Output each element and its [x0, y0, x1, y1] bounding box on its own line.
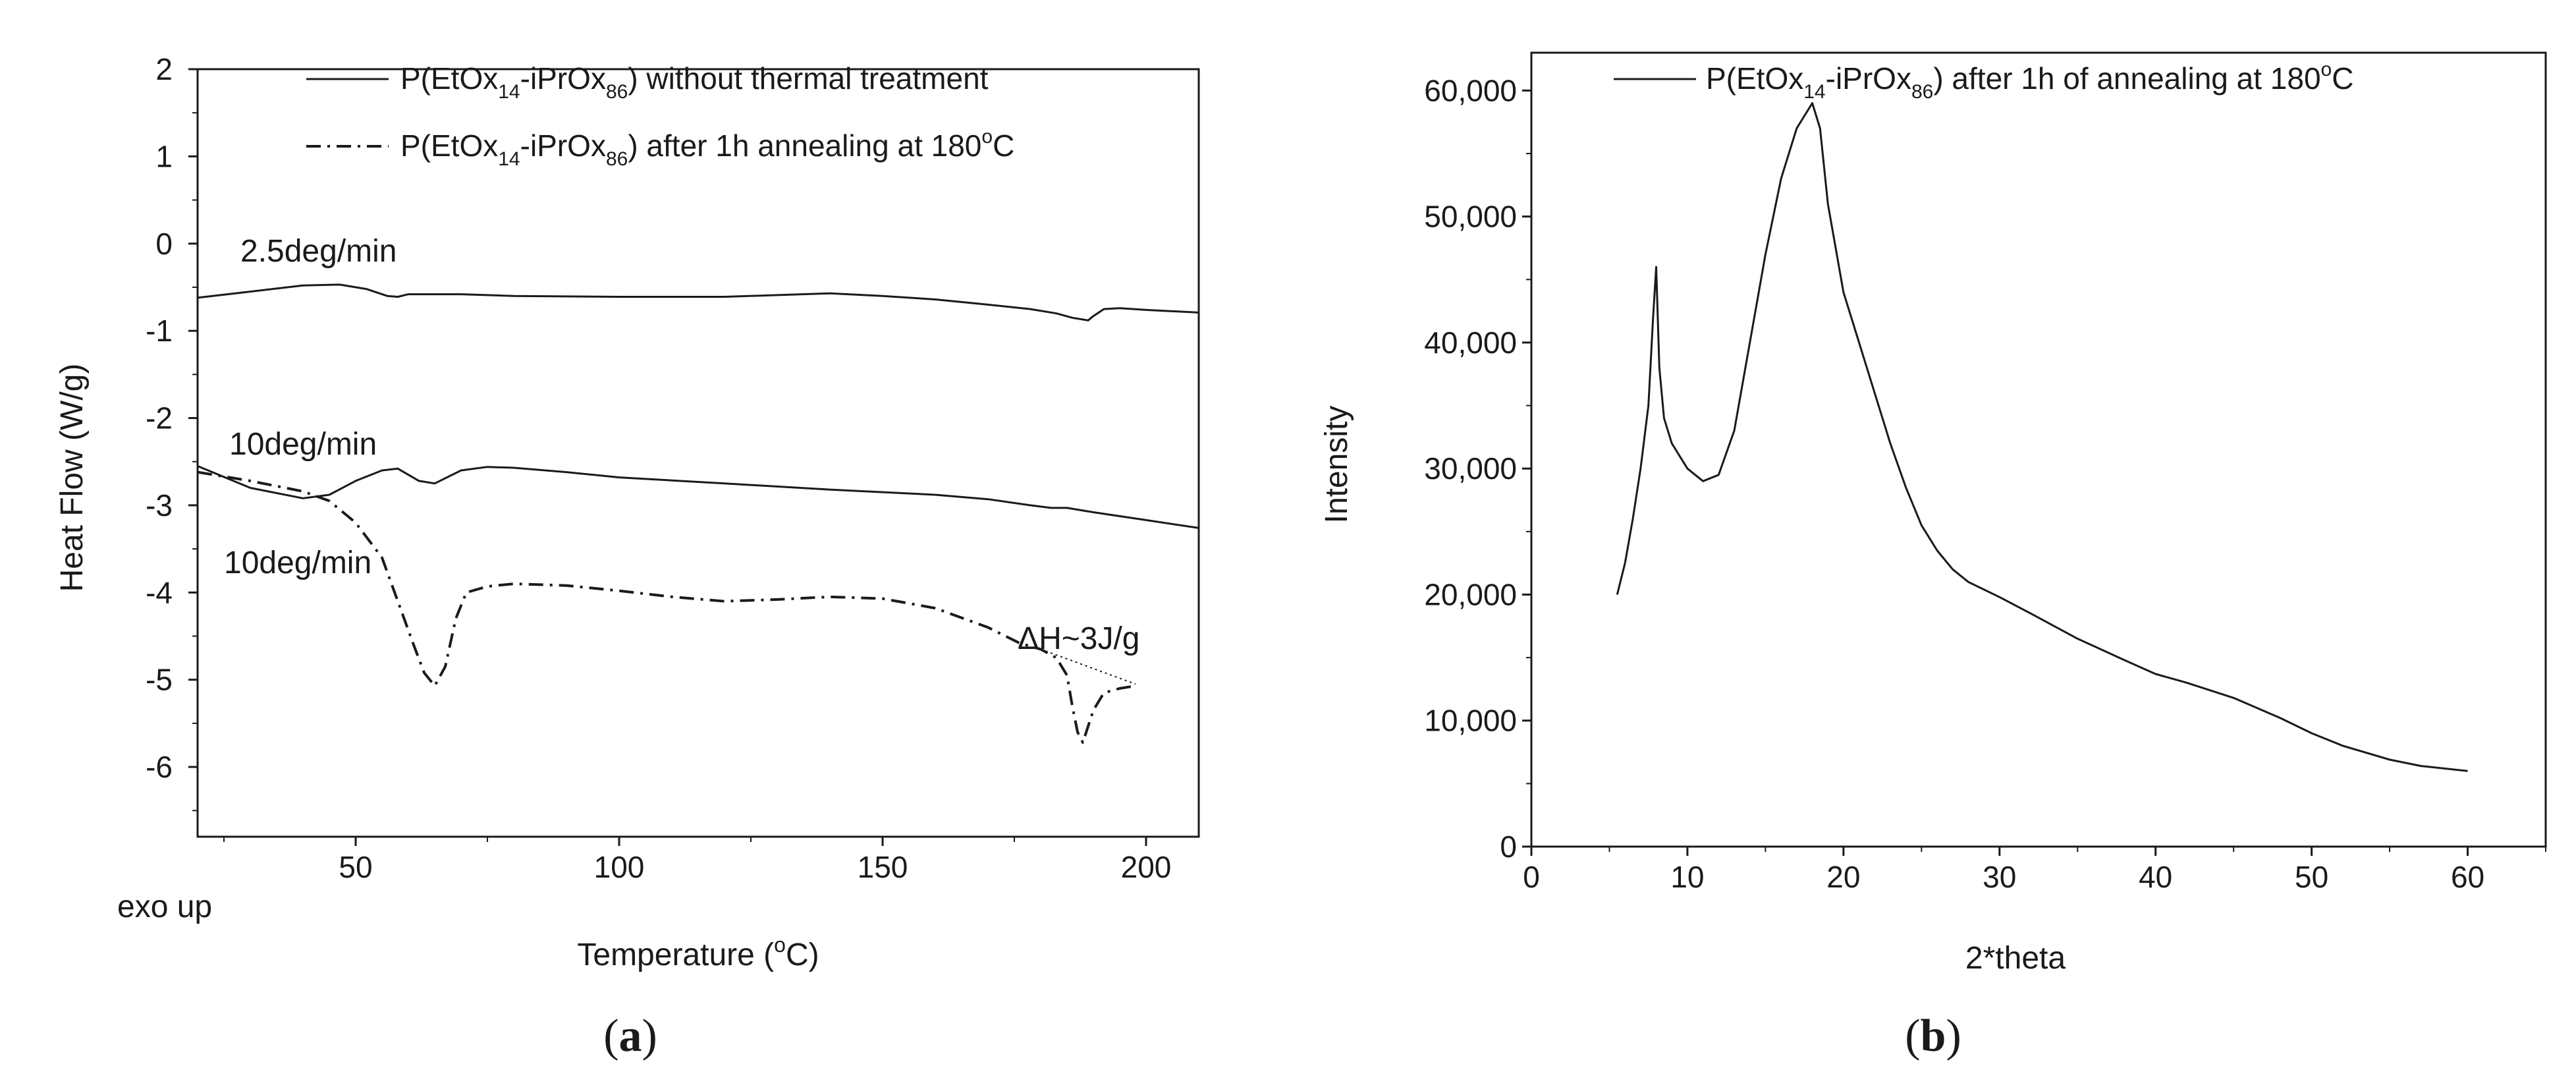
chart-a-legend: P(EtOx14-iPrOx86) without thermal treatm…: [306, 61, 1014, 170]
y-tick-label: 2: [155, 52, 173, 86]
y-tick-label: 30,000: [1424, 451, 1517, 486]
chart-b-y-ticks: 0 10,000 20,000 30,000 40,000 50,000 60,000: [1424, 73, 1531, 864]
panel-label-b: (b): [1905, 1011, 1961, 1061]
x-tick-label: 50: [339, 850, 372, 884]
x-tick-label: 60: [2451, 860, 2484, 894]
chart-a: 50 100 150 200 2 1 0 -1 -2 -3 -4 -5 -6 P(EtOx14-iPr…: [55, 52, 1200, 1061]
chart-b-series: [1616, 102, 2468, 772]
annotation-10deg-min-upper: 10deg/min: [229, 427, 377, 462]
series-line-3: [197, 470, 1136, 744]
series-line-1: [1616, 102, 2468, 772]
chart-b-legend: P(EtOx14-iPrOx86) after 1h of annealing …: [1614, 59, 2353, 103]
y-tick-label: -6: [146, 750, 173, 784]
chart-a-plot-frame: [196, 68, 1200, 838]
annotation-10deg-min-lower: 10deg/min: [224, 546, 371, 580]
y-tick-label: 10,000: [1424, 704, 1517, 738]
y-tick-label: -3: [146, 488, 173, 522]
chart-a-x-ticks: 50 100 150 200: [223, 837, 1172, 884]
legend-a-entry-1: P(EtOx14-iPrOx86) without thermal treatm…: [400, 61, 989, 103]
x-tick-label: 100: [594, 850, 645, 884]
chart-b-x-axis-label: 2*theta: [1965, 941, 2066, 976]
x-tick-label: 50: [2295, 860, 2328, 894]
chart-a-x-axis-label: Temperature (oC): [577, 933, 819, 972]
chart-a-y-ticks: 2 1 0 -1 -2 -3 -4 -5 -6: [146, 52, 198, 812]
chart-b: 0 10 20 30 40 50 60 0 10,000 20,000 30,000 40,000 5…: [1319, 51, 2547, 1061]
x-tick-label: 30: [1983, 860, 2016, 894]
x-tick-label: 200: [1121, 850, 1172, 884]
x-tick-label: 40: [2139, 860, 2172, 894]
x-tick-label: 20: [1826, 860, 1860, 894]
chart-b-x-ticks: 0 10 20 30 40 50 60: [1523, 847, 2546, 894]
y-tick-label: -5: [146, 663, 173, 697]
annotation-exo-up: exo up: [117, 889, 212, 924]
chart-b-plot-frame: [1530, 51, 2547, 848]
x-tick-label: 10: [1670, 860, 1704, 894]
y-tick-label: 40,000: [1424, 325, 1517, 360]
y-tick-label: 20,000: [1424, 577, 1517, 611]
y-tick-label: -1: [146, 314, 173, 348]
x-tick-label: 150: [858, 850, 908, 884]
annotation-delta-h: ΔH~3J/g: [1018, 621, 1139, 656]
x-tick-label: 0: [1523, 860, 1540, 894]
chart-b-y-axis-label: Intensity: [1319, 406, 1354, 524]
y-tick-label: 50,000: [1424, 200, 1517, 234]
y-tick-label: -4: [146, 575, 173, 609]
chart-a-y-axis-label: Heat Flow (W/g): [55, 364, 90, 592]
chart-a-series: [197, 283, 1199, 744]
y-tick-label: 60,000: [1424, 73, 1517, 107]
panel-label-a: (a): [603, 1011, 657, 1061]
y-tick-label: 0: [1500, 829, 1517, 864]
y-tick-label: 1: [155, 139, 173, 173]
series-line-1: [197, 283, 1199, 322]
legend-b-entry-1: P(EtOx14-iPrOx86) after 1h of annealing …: [1706, 59, 2353, 103]
series-line-2: [197, 465, 1199, 529]
y-tick-label: -2: [146, 401, 173, 435]
y-tick-label: 0: [155, 227, 173, 261]
legend-a-entry-2: P(EtOx14-iPrOx86) after 1h annealing at …: [400, 126, 1014, 170]
annotation-2-5deg-min: 2.5deg/min: [240, 234, 397, 269]
series-line-4: [1040, 648, 1136, 685]
